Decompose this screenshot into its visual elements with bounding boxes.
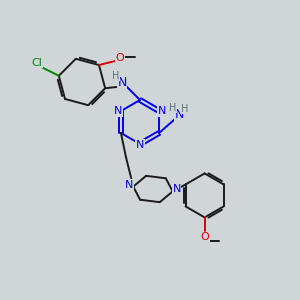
Text: H: H xyxy=(112,71,120,81)
Text: H: H xyxy=(182,104,189,114)
Text: N: N xyxy=(174,109,184,122)
Text: N: N xyxy=(125,180,134,190)
Text: N: N xyxy=(117,76,127,88)
Text: N: N xyxy=(136,140,144,150)
Text: N: N xyxy=(158,106,166,116)
Text: N: N xyxy=(114,106,122,116)
Text: O: O xyxy=(116,53,124,63)
Text: H: H xyxy=(169,103,177,113)
Text: O: O xyxy=(200,232,209,242)
Text: N: N xyxy=(172,184,181,194)
Text: Cl: Cl xyxy=(32,58,42,68)
